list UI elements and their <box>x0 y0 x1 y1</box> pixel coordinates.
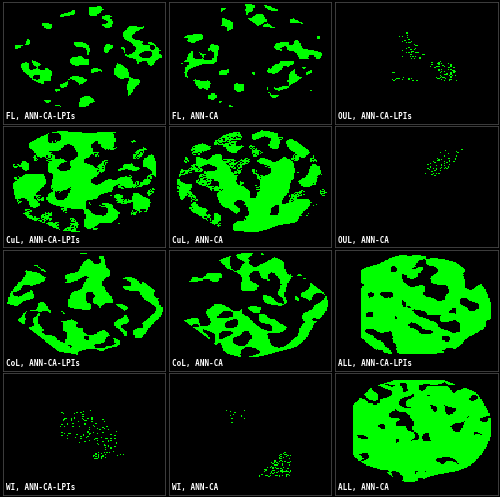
Text: CoL, ANN-CA-LPIs: CoL, ANN-CA-LPIs <box>6 359 80 368</box>
Text: CoL, ANN-CA: CoL, ANN-CA <box>172 359 222 368</box>
Text: CuL, ANN-CA: CuL, ANN-CA <box>172 236 222 245</box>
Text: FL, ANN-CA: FL, ANN-CA <box>172 112 218 121</box>
Text: WI, ANN-CA-LPIs: WI, ANN-CA-LPIs <box>6 483 75 492</box>
Text: ALL, ANN-CA: ALL, ANN-CA <box>338 483 389 492</box>
Text: OUL, ANN-CA-LPIs: OUL, ANN-CA-LPIs <box>338 112 412 121</box>
Text: FL, ANN-CA-LPIs: FL, ANN-CA-LPIs <box>6 112 75 121</box>
Text: OUL, ANN-CA: OUL, ANN-CA <box>338 236 389 245</box>
Text: CuL, ANN-CA-LPIs: CuL, ANN-CA-LPIs <box>6 236 80 245</box>
Text: WI, ANN-CA: WI, ANN-CA <box>172 483 218 492</box>
Text: ALL, ANN-CA-LPIs: ALL, ANN-CA-LPIs <box>338 359 412 368</box>
